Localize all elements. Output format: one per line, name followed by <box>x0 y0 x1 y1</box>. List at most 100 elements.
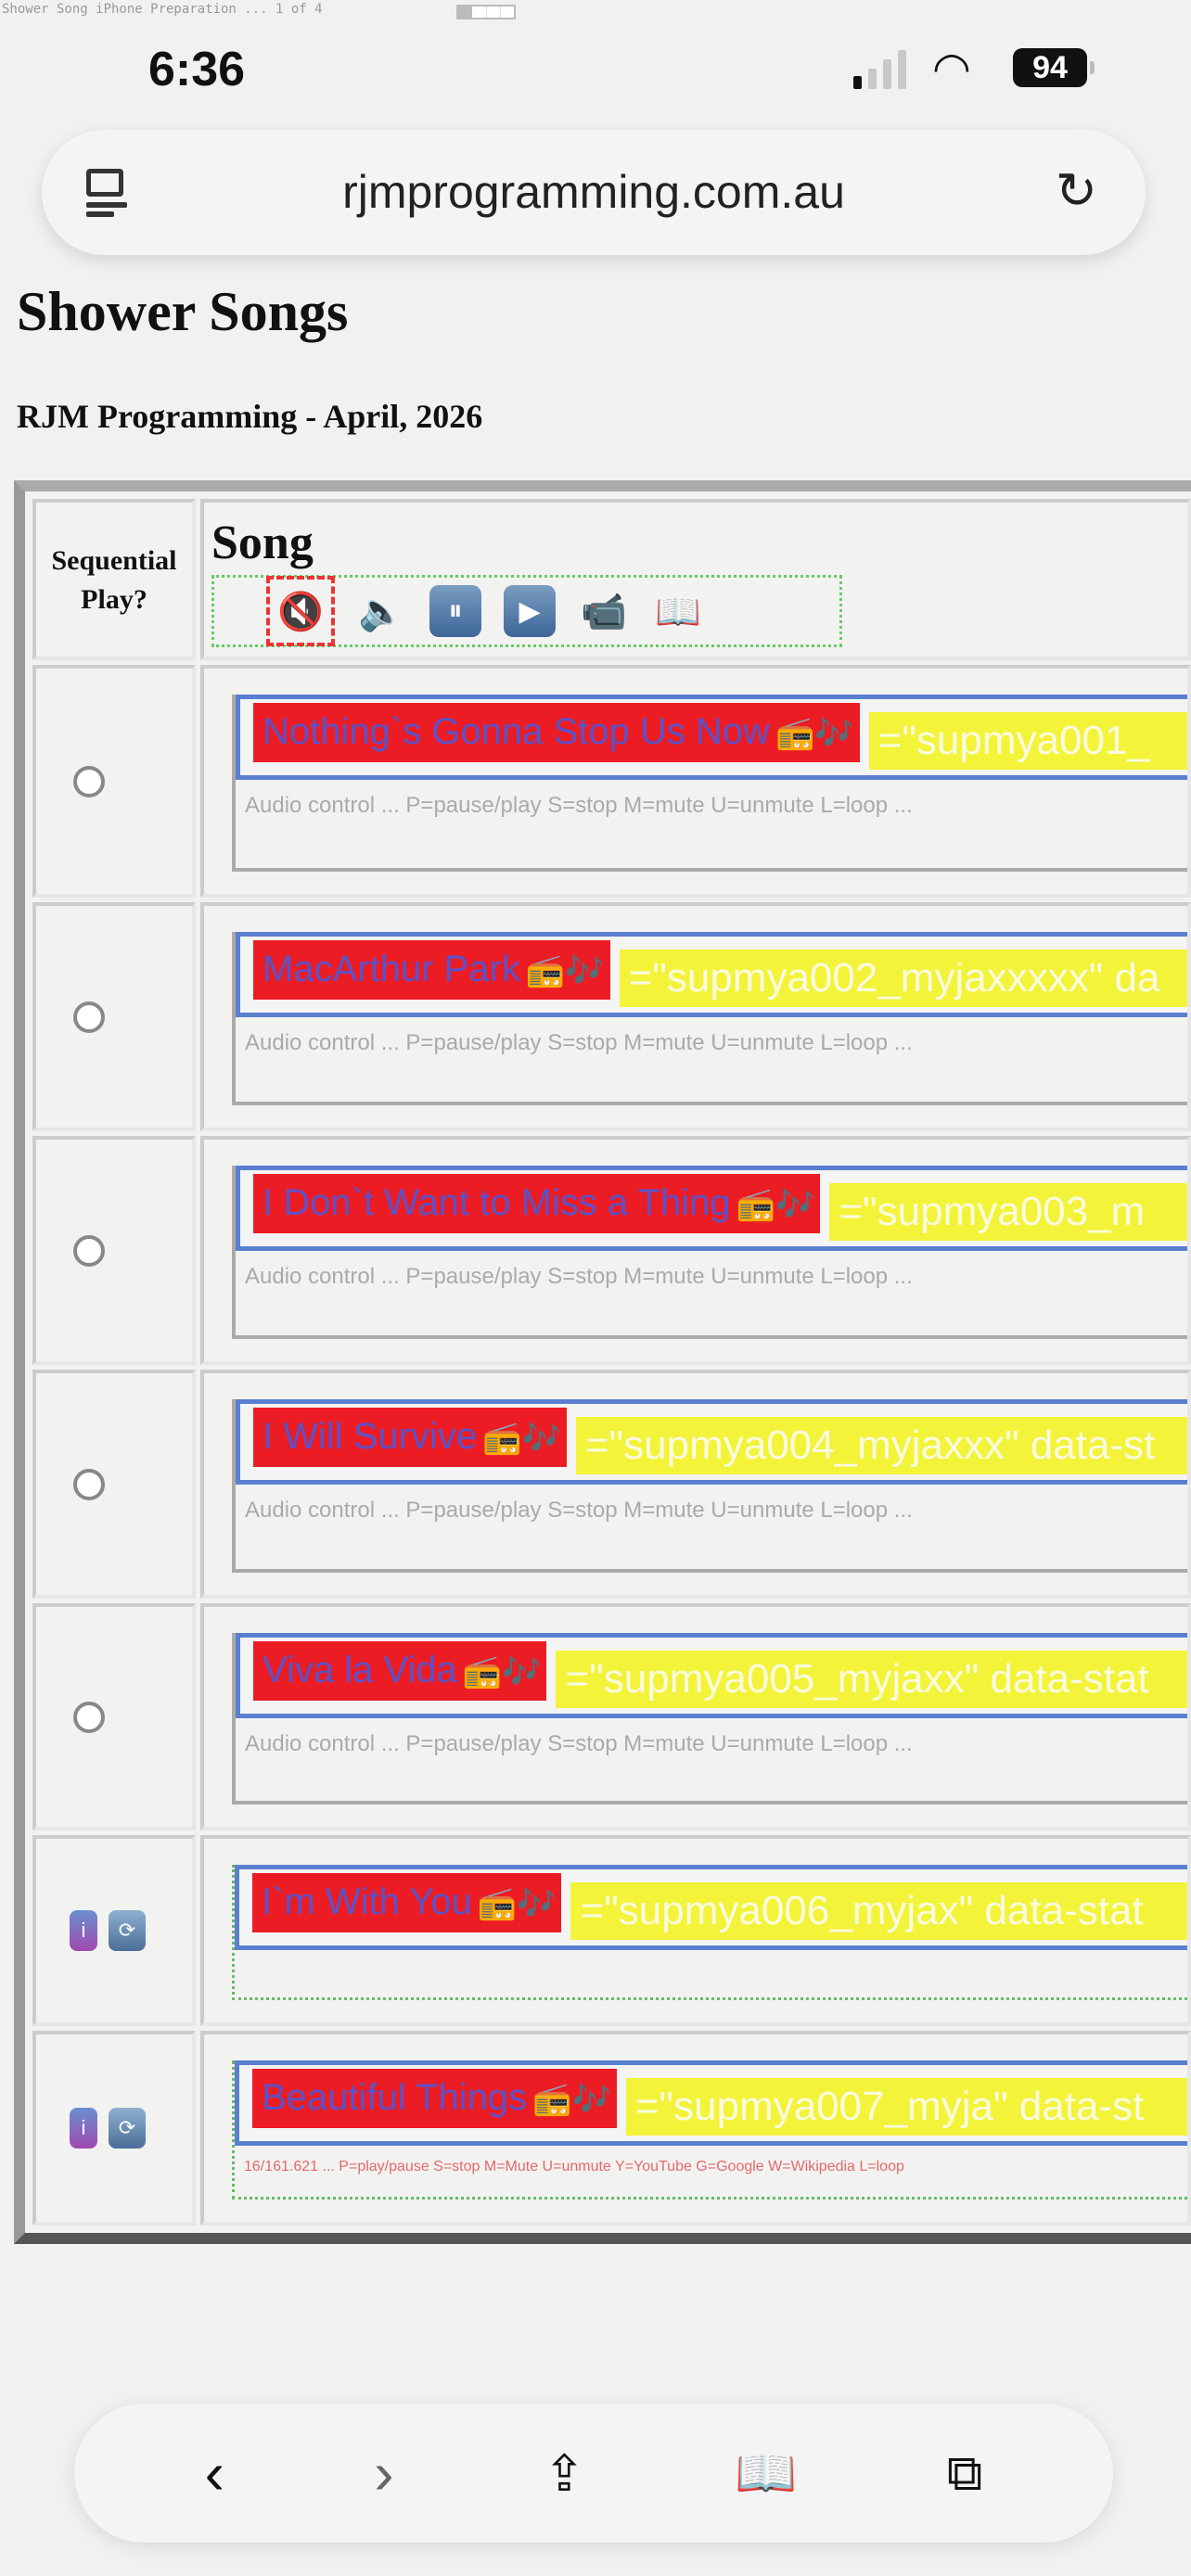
table-row: MacArthur Park 📻🎶 ="supmya002_myjaxxxxx" … <box>32 902 1191 1131</box>
back-button[interactable]: ‹ <box>204 2440 224 2506</box>
sequential-play-radio[interactable] <box>73 1001 105 1033</box>
wifi-icon: ◠ <box>932 45 971 94</box>
cellular-signal-icon <box>853 48 906 89</box>
song-cell: I Will Survive 📻🎶 ="supmya004_myjaxxx" da… <box>200 1370 1191 1599</box>
tab-overview-icon[interactable] <box>86 169 127 217</box>
sequential-cell: i ⟳ <box>32 2031 196 2225</box>
speaker-icon[interactable]: 🔈 <box>358 591 404 632</box>
song-box: Viva la Vida 📻🎶 ="supmya005_myjaxx" data-… <box>232 1633 1187 1804</box>
music-notes-icon: 📻🎶 <box>736 1187 815 1222</box>
sequential-cell: i ⟳ <box>32 1835 196 2026</box>
table-row: i ⟳ Beautiful Things 📻🎶 ="supmya007_myja" … <box>32 2031 1191 2225</box>
song-title[interactable]: I`m With You 📻🎶 <box>252 1873 562 1932</box>
song-title[interactable]: Nothing`s Gonna Stop Us Now 📻🎶 <box>253 703 860 762</box>
song-id-text: ="supmya002_myjaxxxxx" da <box>619 950 1187 1007</box>
song-header: I Will Survive 📻🎶 ="supmya004_myjaxxx" da… <box>236 1399 1187 1485</box>
song-id-text: ="supmya003_m <box>829 1183 1187 1241</box>
global-controls: 🔇 🔈 ⏸ ▶ 📹 📖 <box>211 575 842 647</box>
sequential-cell <box>32 1603 196 1830</box>
table-row: Nothing`s Gonna Stop Us Now 📻🎶 ="supmya00… <box>32 665 1191 898</box>
sequential-play-radio[interactable] <box>73 765 105 797</box>
audio-control-hint: Audio control ... P=pause/play S=stop M=… <box>245 1264 913 1289</box>
page-subtitle: RJM Programming - April, 2026 <box>17 398 483 435</box>
header-sequential-play: Sequential Play? <box>32 499 196 660</box>
book-icon[interactable]: 📖 <box>655 591 701 632</box>
url-text[interactable]: rjmprogramming.com.au <box>342 166 845 218</box>
loop-button[interactable]: ⟳ <box>109 2108 146 2149</box>
sequential-play-radio[interactable] <box>73 1701 105 1733</box>
song-cell: I`m With You 📻🎶 ="supmya006_myjax" data-s… <box>200 1835 1191 2026</box>
song-header: Nothing`s Gonna Stop Us Now 📻🎶 ="supmya00… <box>236 695 1187 780</box>
song-title[interactable]: Beautiful Things 📻🎶 <box>252 2069 617 2128</box>
song-box: I Will Survive 📻🎶 ="supmya004_myjaxxx" da… <box>232 1399 1187 1573</box>
sequential-cell <box>32 1370 196 1599</box>
header-song: Song 🔇 🔈 ⏸ ▶ 📹 📖 <box>200 499 1191 660</box>
song-title-text: I Will Survive <box>263 1416 478 1457</box>
song-header: Beautiful Things 📻🎶 ="supmya007_myja" dat… <box>235 2060 1187 2146</box>
music-notes-icon: 📻🎶 <box>525 953 605 988</box>
song-box: Nothing`s Gonna Stop Us Now 📻🎶 ="supmya00… <box>232 695 1187 872</box>
song-id-text: ="supmya001_ <box>868 712 1187 770</box>
window-caption: Shower Song iPhone Preparation ... 1 of … <box>2 2 323 17</box>
song-id-text: ="supmya007_myja" data-st <box>625 2078 1187 2136</box>
info-button[interactable]: i <box>70 1910 97 1951</box>
video-camera-icon[interactable]: 📹 <box>581 591 627 632</box>
song-box: I`m With You 📻🎶 ="supmya006_myjax" data-s… <box>232 1865 1187 2000</box>
song-title-text: MacArthur Park <box>263 949 520 989</box>
song-title[interactable]: MacArthur Park 📻🎶 <box>253 940 610 1000</box>
sequential-play-radio[interactable] <box>73 1468 105 1500</box>
song-title[interactable]: I Will Survive 📻🎶 <box>253 1408 567 1467</box>
song-cell: Viva la Vida 📻🎶 ="supmya005_myjaxx" data-… <box>200 1603 1191 1830</box>
share-icon[interactable]: ⇪ <box>543 2445 585 2502</box>
page-title: Shower Songs <box>17 281 349 342</box>
song-id-text: ="supmya006_myjax" data-stat <box>570 1882 1187 1940</box>
song-header: Viva la Vida 📻🎶 ="supmya005_myjaxx" data-… <box>236 1633 1187 1718</box>
music-notes-icon: 📻🎶 <box>775 716 854 751</box>
song-box: Beautiful Things 📻🎶 ="supmya007_myja" dat… <box>232 2060 1187 2200</box>
loop-button[interactable]: ⟳ <box>109 1910 146 1951</box>
song-title-text: I`m With You <box>262 1881 472 1922</box>
audio-control-hint: Audio control ... P=pause/play S=stop M=… <box>245 1030 913 1055</box>
audio-control-hint: Audio control ... P=pause/play S=stop M=… <box>245 1731 913 1756</box>
song-title-text: Nothing`s Gonna Stop Us Now <box>263 711 770 752</box>
audio-control-hint: Audio control ... P=pause/play S=stop M=… <box>245 1498 913 1523</box>
music-notes-icon: 📻🎶 <box>477 1886 557 1921</box>
mute-icon[interactable]: 🔇 <box>266 576 335 646</box>
reload-icon[interactable]: ↻ <box>1055 163 1097 219</box>
sequential-cell <box>32 902 196 1131</box>
sequential-cell <box>32 665 196 898</box>
music-notes-icon: 📻🎶 <box>532 2082 611 2117</box>
header-row: Sequential Play? Song 🔇 🔈 ⏸ ▶ 📹 📖 <box>32 499 1191 660</box>
music-notes-icon: 📻🎶 <box>462 1654 542 1690</box>
forward-button[interactable]: › <box>374 2440 394 2506</box>
play-icon[interactable]: ▶ <box>504 585 556 637</box>
table-row: Viva la Vida 📻🎶 ="supmya005_myjaxx" data-… <box>32 1603 1191 1830</box>
pause-icon[interactable]: ⏸ <box>429 585 481 637</box>
song-title[interactable]: Viva la Vida 📻🎶 <box>253 1641 547 1701</box>
status-time: 6:36 <box>148 43 246 96</box>
table-row: I Don`t Want to Miss a Thing 📻🎶 ="supmya0… <box>32 1136 1191 1365</box>
sequential-play-radio[interactable] <box>73 1234 105 1267</box>
song-title-text: Viva la Vida <box>263 1650 457 1690</box>
table-row: i ⟳ I`m With You 📻🎶 ="supmya006_myjax" dat… <box>32 1835 1191 2026</box>
bookmarks-icon[interactable]: 📖 <box>735 2444 798 2501</box>
audio-control-hint: Audio control ... P=pause/play S=stop M=… <box>245 793 913 818</box>
music-notes-icon: 📻🎶 <box>482 1421 561 1456</box>
song-cell: MacArthur Park 📻🎶 ="supmya002_myjaxxxxx" … <box>200 902 1191 1131</box>
tabs-icon[interactable]: ⧉ <box>946 2444 983 2501</box>
song-header: MacArthur Park 📻🎶 ="supmya002_myjaxxxxx" … <box>236 932 1187 1017</box>
info-button[interactable]: i <box>70 2108 97 2149</box>
song-id-text: ="supmya004_myjaxxx" data-st <box>575 1417 1187 1474</box>
song-title[interactable]: I Don`t Want to Miss a Thing 📻🎶 <box>253 1174 821 1233</box>
sequential-cell <box>32 1136 196 1365</box>
song-header: I`m With You 📻🎶 ="supmya006_myjax" data-s… <box>235 1865 1187 1950</box>
battery-indicator: 94 <box>1013 48 1095 87</box>
song-box: MacArthur Park 📻🎶 ="supmya002_myjaxxxxx" … <box>232 932 1187 1105</box>
song-cell: Beautiful Things 📻🎶 ="supmya007_myja" dat… <box>200 2031 1191 2225</box>
song-title-text: Beautiful Things <box>262 2077 528 2118</box>
song-cell: Nothing`s Gonna Stop Us Now 📻🎶 ="supmya00… <box>200 665 1191 898</box>
address-bar[interactable]: rjmprogramming.com.au ↻ <box>42 130 1146 255</box>
song-id-text: ="supmya005_myjaxx" data-stat <box>556 1651 1187 1708</box>
song-box: I Don`t Want to Miss a Thing 📻🎶 ="supmya0… <box>232 1166 1187 1339</box>
page-indicator <box>456 5 516 19</box>
